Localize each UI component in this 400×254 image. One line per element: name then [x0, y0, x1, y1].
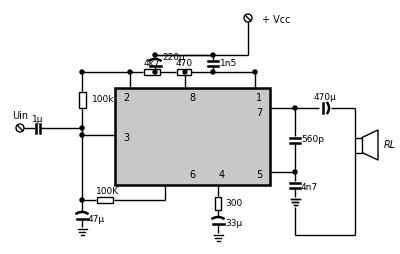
Circle shape — [16, 124, 24, 132]
Bar — [177, 69, 191, 75]
Text: 5: 5 — [256, 170, 262, 180]
Circle shape — [183, 70, 187, 74]
Text: 220μ: 220μ — [162, 54, 185, 62]
Text: 100k: 100k — [92, 96, 114, 104]
Text: 47μ: 47μ — [88, 214, 105, 224]
Text: RL: RL — [384, 140, 396, 150]
Text: 560p: 560p — [301, 135, 324, 145]
Text: 470μ: 470μ — [314, 93, 336, 103]
Circle shape — [244, 14, 252, 22]
Text: 100K: 100K — [96, 186, 120, 196]
Bar — [97, 197, 113, 203]
Text: 7: 7 — [256, 108, 262, 118]
Text: 3: 3 — [123, 133, 129, 143]
Circle shape — [211, 70, 215, 74]
Bar — [78, 92, 86, 108]
Bar — [215, 197, 221, 210]
Circle shape — [293, 170, 297, 174]
Text: 4: 4 — [219, 170, 225, 180]
Text: 6: 6 — [189, 170, 195, 180]
Circle shape — [153, 70, 157, 74]
Text: + Vcc: + Vcc — [262, 15, 290, 25]
Text: 4n7: 4n7 — [301, 183, 318, 192]
Text: 33μ: 33μ — [225, 219, 242, 229]
Text: 2: 2 — [123, 93, 129, 103]
Circle shape — [128, 70, 132, 74]
Text: 300: 300 — [225, 198, 242, 208]
Text: 1μ: 1μ — [32, 115, 44, 123]
Bar — [144, 69, 160, 75]
Circle shape — [80, 70, 84, 74]
Bar — [115, 88, 270, 185]
Text: Uin: Uin — [12, 111, 28, 121]
Text: 1n5: 1n5 — [220, 58, 237, 68]
Circle shape — [153, 53, 157, 57]
Circle shape — [211, 53, 215, 57]
Text: 8: 8 — [189, 93, 195, 103]
Text: 470: 470 — [176, 59, 192, 69]
Circle shape — [293, 106, 297, 110]
Text: 1: 1 — [256, 93, 262, 103]
Circle shape — [80, 133, 84, 137]
Circle shape — [80, 126, 84, 130]
Text: 4k7: 4k7 — [144, 59, 160, 69]
Circle shape — [80, 198, 84, 202]
Circle shape — [253, 70, 257, 74]
Bar — [355, 137, 362, 152]
